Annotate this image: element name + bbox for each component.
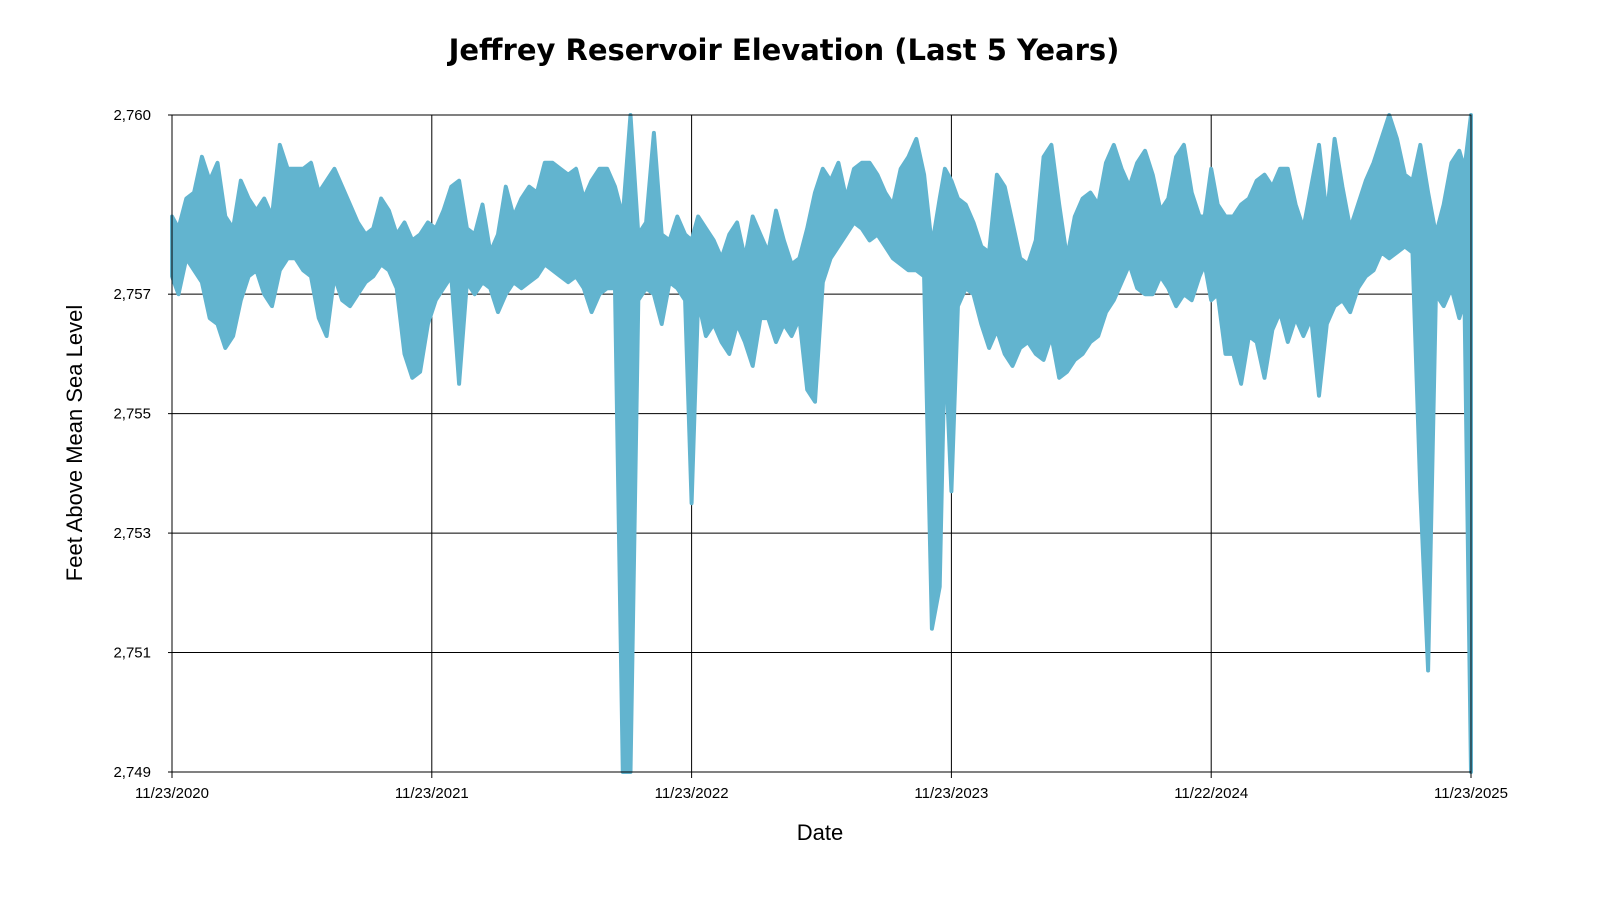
y-tick-label: 2,749 bbox=[113, 764, 151, 781]
y-axis: 2,749 2,751 2,753 2,755 2,757 2,760 bbox=[113, 107, 172, 781]
x-axis: 11/23/2020 11/23/2021 11/23/2022 11/23/2023… bbox=[135, 772, 1508, 802]
plot-frame bbox=[171, 114, 1472, 773]
x-tick-label: 11/23/2023 bbox=[914, 785, 988, 802]
x-tick-label: 11/23/2020 bbox=[135, 785, 209, 802]
y-tick-label: 2,755 bbox=[113, 406, 151, 423]
y-axis-label: Feet Above Mean Sea Level bbox=[62, 305, 87, 581]
y-tick-label: 2,760 bbox=[113, 107, 151, 124]
x-tick-label: 11/22/2024 bbox=[1174, 785, 1248, 802]
data-area-group bbox=[170, 113, 1473, 774]
chart-title: Jeffrey Reservoir Elevation (Last 5 Year… bbox=[447, 33, 1120, 67]
x-tick-label: 11/23/2022 bbox=[655, 785, 729, 802]
y-tick-label: 2,751 bbox=[113, 645, 151, 662]
elevation-series-area bbox=[170, 113, 1473, 774]
x-tick-label: 11/23/2021 bbox=[395, 785, 469, 802]
y-tick-label: 2,757 bbox=[113, 286, 151, 303]
y-tick-label: 2,753 bbox=[113, 525, 151, 542]
x-axis-label: Date bbox=[797, 820, 843, 845]
x-tick-label: 11/23/2025 bbox=[1434, 785, 1508, 802]
